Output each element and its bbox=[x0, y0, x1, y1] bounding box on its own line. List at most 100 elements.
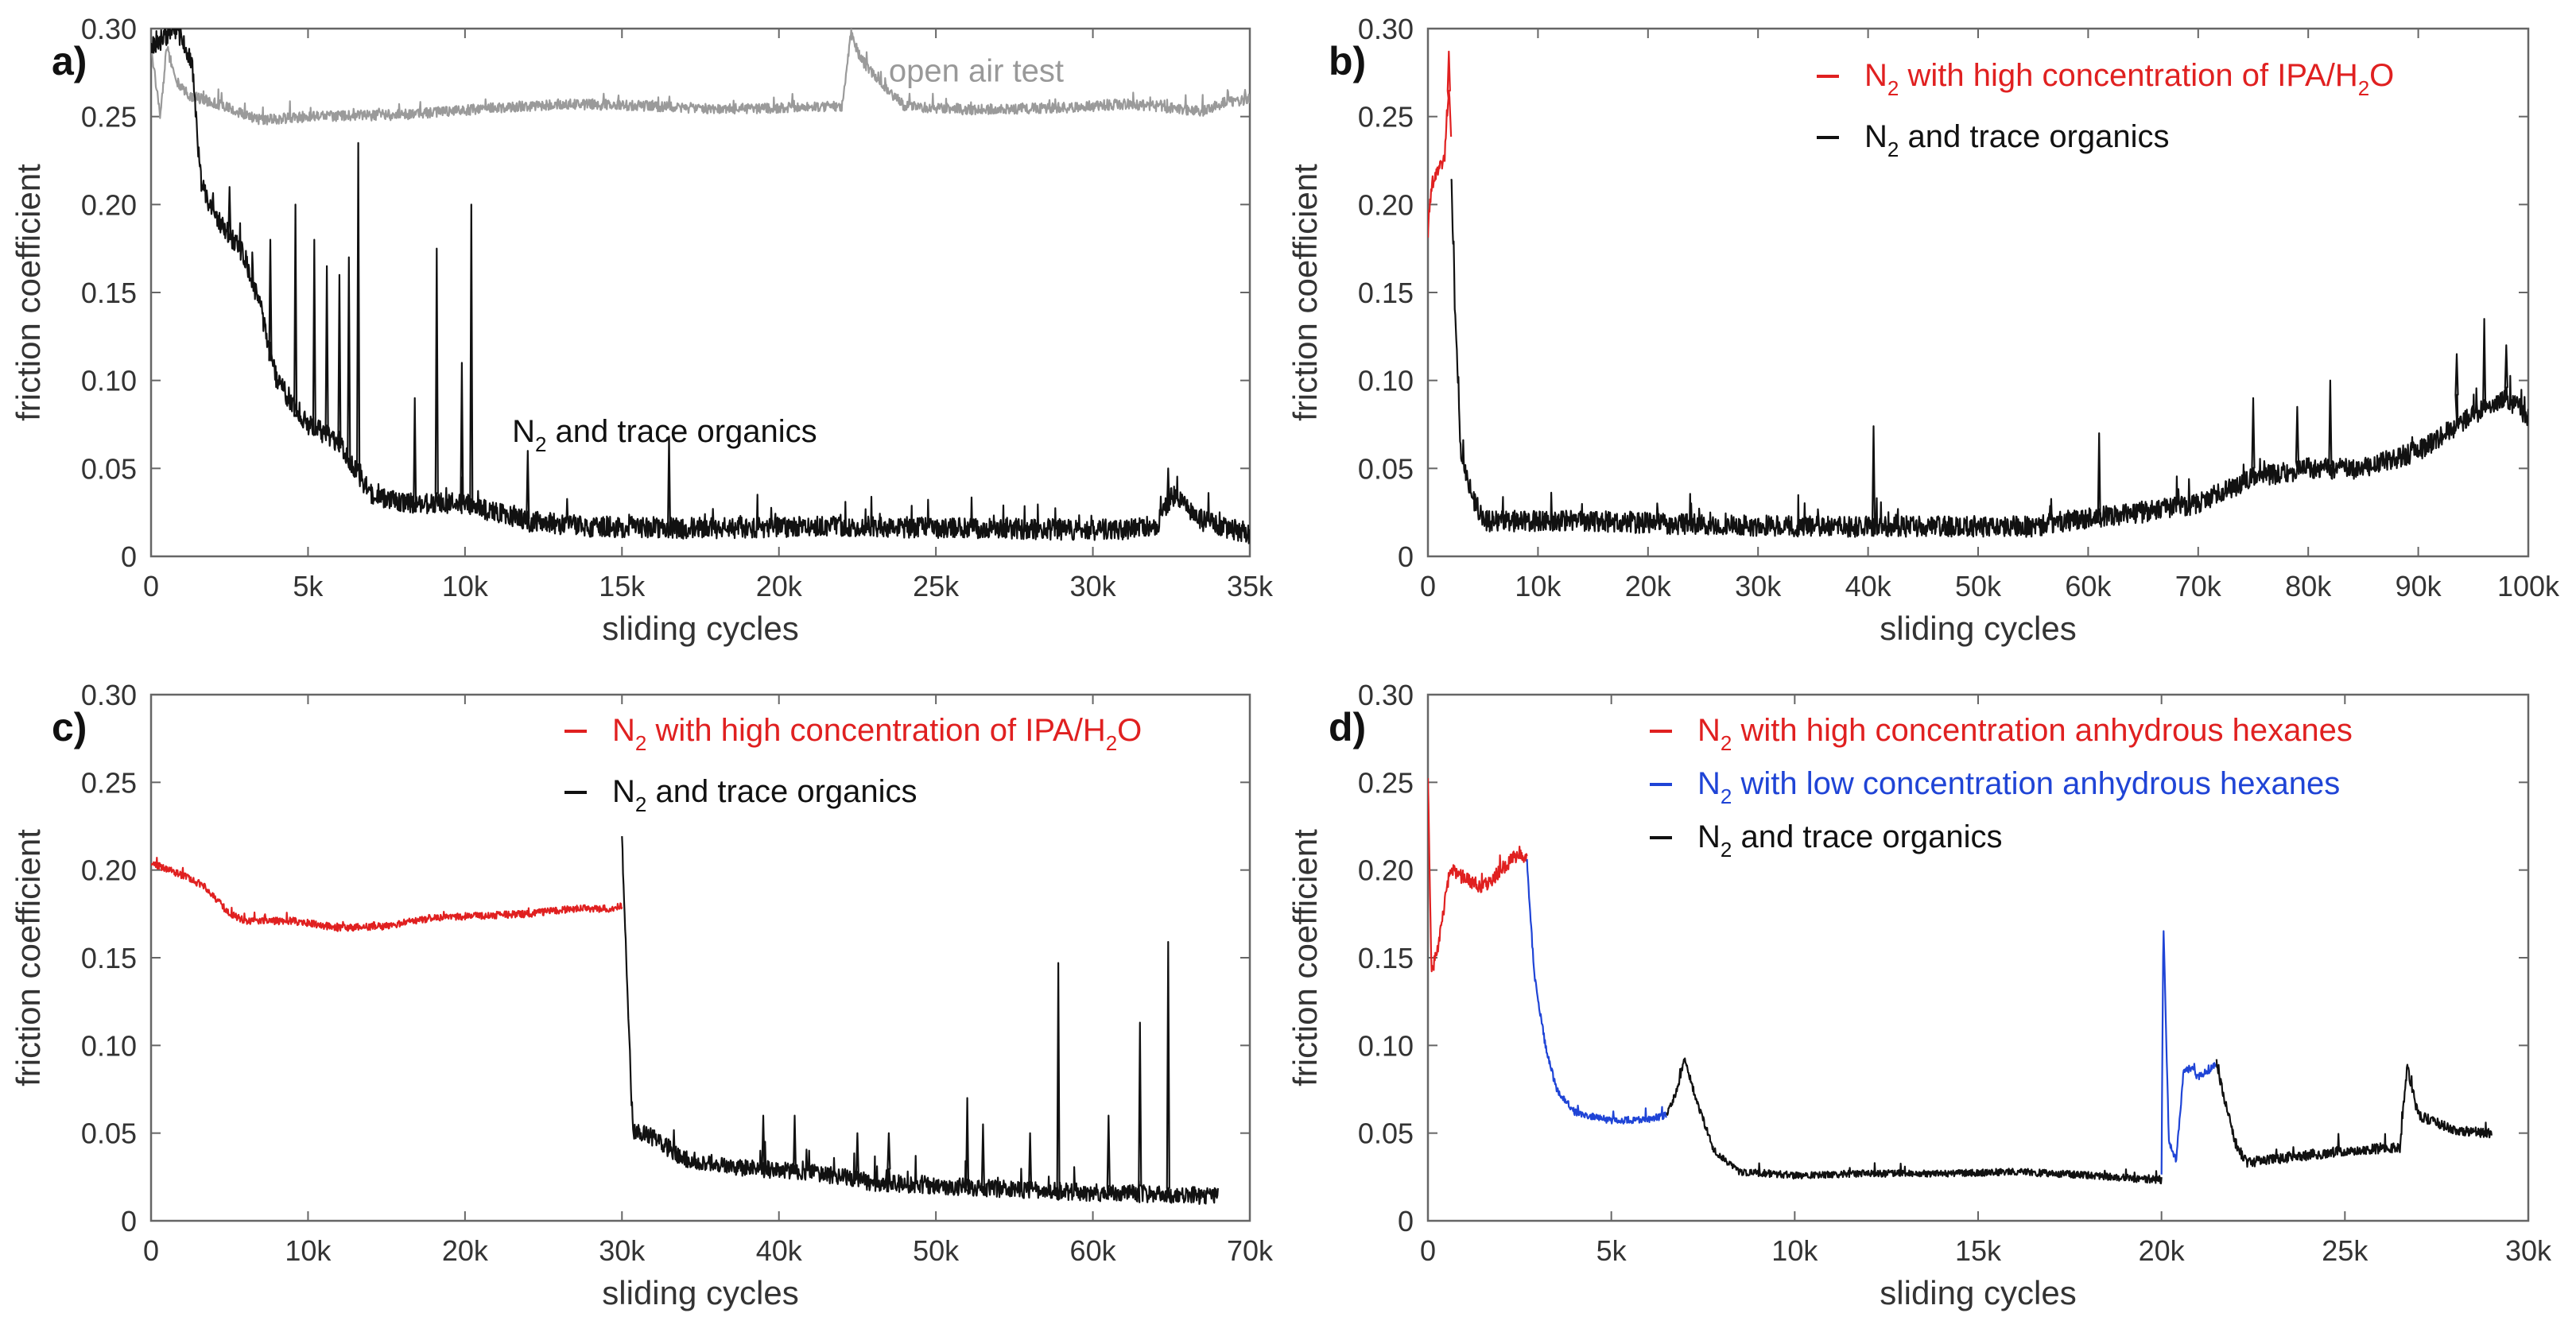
legend-entry: N2 and trace organics bbox=[1697, 819, 2003, 862]
panel-label: b) bbox=[1329, 39, 1366, 83]
panel-label: c) bbox=[52, 705, 87, 749]
y-axis-label: friction coefficient bbox=[10, 829, 47, 1086]
x-tick-label: 40k bbox=[1845, 570, 1892, 602]
panel-d: 0 5k 10k 15k 20k 25k 30k 0 0.05 0.10 0.15 0.20 0.25 0… bbox=[1286, 679, 2552, 1311]
x-tick-label: 50k bbox=[1955, 570, 2002, 602]
y-tick-label: 0.05 bbox=[1358, 1117, 1414, 1150]
x-tick-label: 100k bbox=[2497, 570, 2560, 602]
x-tick-label: 30k bbox=[1070, 570, 1117, 602]
x-tick-label: 50k bbox=[913, 1234, 960, 1267]
x-tick-label: 60k bbox=[1070, 1234, 1117, 1267]
panel-a: 0 5k 10k 15k 20k 25k 30k 35k 0 0.05 0.10 0.15 0.20 0.… bbox=[10, 13, 1274, 647]
y-tick-label: 0 bbox=[1398, 540, 1414, 573]
y-tick-label: 0.20 bbox=[81, 854, 137, 887]
y-tick-label: 0.25 bbox=[81, 766, 137, 799]
x-tick-label: 25k bbox=[913, 570, 960, 602]
x-tick-label: 20k bbox=[1625, 570, 1672, 602]
legend-entry: N2 and trace organics bbox=[612, 774, 918, 816]
x-tick-label: 40k bbox=[756, 1234, 803, 1267]
y-tick-label: 0.05 bbox=[1358, 452, 1414, 485]
plot-frame bbox=[1426, 27, 2530, 558]
series-line bbox=[151, 29, 1250, 126]
x-tick-label: 20k bbox=[2139, 1234, 2186, 1267]
series-line bbox=[2215, 1059, 2493, 1168]
x-tick-label: 10k bbox=[442, 570, 489, 602]
x-tick-label: 90k bbox=[2396, 570, 2442, 602]
x-tick-label: 70k bbox=[2175, 570, 2222, 602]
x-tick-label: 25k bbox=[2322, 1234, 2368, 1267]
x-tick-label: 10k bbox=[285, 1234, 332, 1267]
x-tick-label: 30k bbox=[599, 1234, 646, 1267]
x-tick-label: 10k bbox=[1515, 570, 1562, 602]
series-line bbox=[2160, 930, 2217, 1175]
x-tick-label: 80k bbox=[2285, 570, 2332, 602]
y-axis-label: friction coefficient bbox=[1286, 164, 1324, 421]
y-tick-label: 0.25 bbox=[1358, 766, 1414, 799]
legend: N2 with high concentration anhydrous hex… bbox=[1650, 713, 2353, 862]
x-tick-label: 30k bbox=[2505, 1234, 2552, 1267]
y-tick-label: 0.10 bbox=[81, 365, 137, 397]
y-tick-label: 0.30 bbox=[81, 13, 137, 45]
y-tick-label: 0.15 bbox=[81, 277, 137, 309]
x-tick-label: 0 bbox=[1420, 570, 1436, 602]
x-tick-label: 5k bbox=[1596, 1234, 1627, 1267]
y-tick-label: 0.10 bbox=[81, 1029, 137, 1062]
y-tick-label: 0.05 bbox=[81, 452, 137, 485]
panel-label: a) bbox=[52, 39, 87, 83]
legend-entry: N2 with low concentration anhydrous hexa… bbox=[1697, 766, 2340, 808]
x-tick-label: 30k bbox=[1735, 570, 1782, 602]
x-tick-label: 5k bbox=[293, 570, 324, 602]
series-line bbox=[1428, 777, 1528, 973]
y-tick-label: 0.15 bbox=[81, 942, 137, 974]
y-tick-label: 0.15 bbox=[1358, 277, 1414, 309]
y-tick-label: 0.10 bbox=[1358, 365, 1414, 397]
x-axis-label: sliding cycles bbox=[1880, 610, 2076, 647]
x-axis-label: sliding cycles bbox=[602, 610, 798, 647]
y-tick-label: 0.15 bbox=[1358, 942, 1414, 974]
annotation: N2 and trace organics bbox=[512, 414, 817, 456]
annotation: open air test bbox=[889, 53, 1064, 88]
x-tick-label: 0 bbox=[1420, 1234, 1436, 1267]
series-line bbox=[621, 836, 1220, 1205]
x-tick-label: 15k bbox=[599, 570, 646, 602]
panel-c: 0 10k 20k 30k 40k 50k 60k 70k 0 0.05 0.10 0.15 0.20 0… bbox=[10, 679, 1274, 1311]
y-tick-label: 0.20 bbox=[81, 188, 137, 221]
y-tick-label: 0.30 bbox=[1358, 679, 1414, 711]
x-tick-label: 0 bbox=[143, 570, 159, 602]
series-line bbox=[151, 857, 623, 932]
legend: N2 with high concentration of IPA/H2O N2 … bbox=[1817, 58, 2394, 161]
series-line bbox=[151, 29, 1250, 544]
x-tick-label: 0 bbox=[143, 1234, 159, 1267]
series-line bbox=[1450, 178, 2528, 538]
x-tick-label: 70k bbox=[1227, 1234, 1274, 1267]
x-axis-label: sliding cycles bbox=[1880, 1274, 2076, 1311]
y-tick-label: 0.30 bbox=[81, 679, 137, 711]
y-tick-label: 0 bbox=[1398, 1205, 1414, 1237]
legend: N2 with high concentration of IPA/H2O N2 … bbox=[564, 713, 1142, 816]
y-tick-label: 0.10 bbox=[1358, 1029, 1414, 1062]
x-axis-label: sliding cycles bbox=[602, 1274, 798, 1311]
y-tick-label: 0.05 bbox=[81, 1117, 137, 1150]
series-line bbox=[1666, 1057, 2163, 1185]
panel-b: 0 10k 20k 30k 40k 50k 60k 70k 80k 90k 100k 0 0.05 0.1… bbox=[1286, 13, 2560, 647]
x-tick-label: 10k bbox=[1771, 1234, 1818, 1267]
legend-entry: N2 and trace organics bbox=[1864, 119, 2170, 161]
y-tick-label: 0.25 bbox=[81, 101, 137, 134]
x-tick-label: 60k bbox=[2065, 570, 2112, 602]
series-line bbox=[1526, 858, 1667, 1125]
panel-label: d) bbox=[1329, 705, 1366, 749]
y-axis-label: friction coefficient bbox=[10, 164, 47, 421]
y-tick-label: 0 bbox=[121, 540, 137, 573]
x-tick-label: 15k bbox=[1955, 1234, 2002, 1267]
x-tick-label: 35k bbox=[1227, 570, 1274, 602]
y-tick-label: 0.20 bbox=[1358, 854, 1414, 887]
legend-entry: N2 with high concentration of IPA/H2O bbox=[612, 713, 1142, 755]
legend-entry: N2 with high concentration anhydrous hex… bbox=[1697, 713, 2353, 755]
x-tick-label: 20k bbox=[442, 1234, 489, 1267]
y-tick-label: 0.30 bbox=[1358, 13, 1414, 45]
y-tick-label: 0.25 bbox=[1358, 101, 1414, 134]
y-tick-label: 0 bbox=[121, 1205, 137, 1237]
legend-entry: N2 with high concentration of IPA/H2O bbox=[1864, 58, 2394, 100]
x-tick-label: 20k bbox=[756, 570, 803, 602]
